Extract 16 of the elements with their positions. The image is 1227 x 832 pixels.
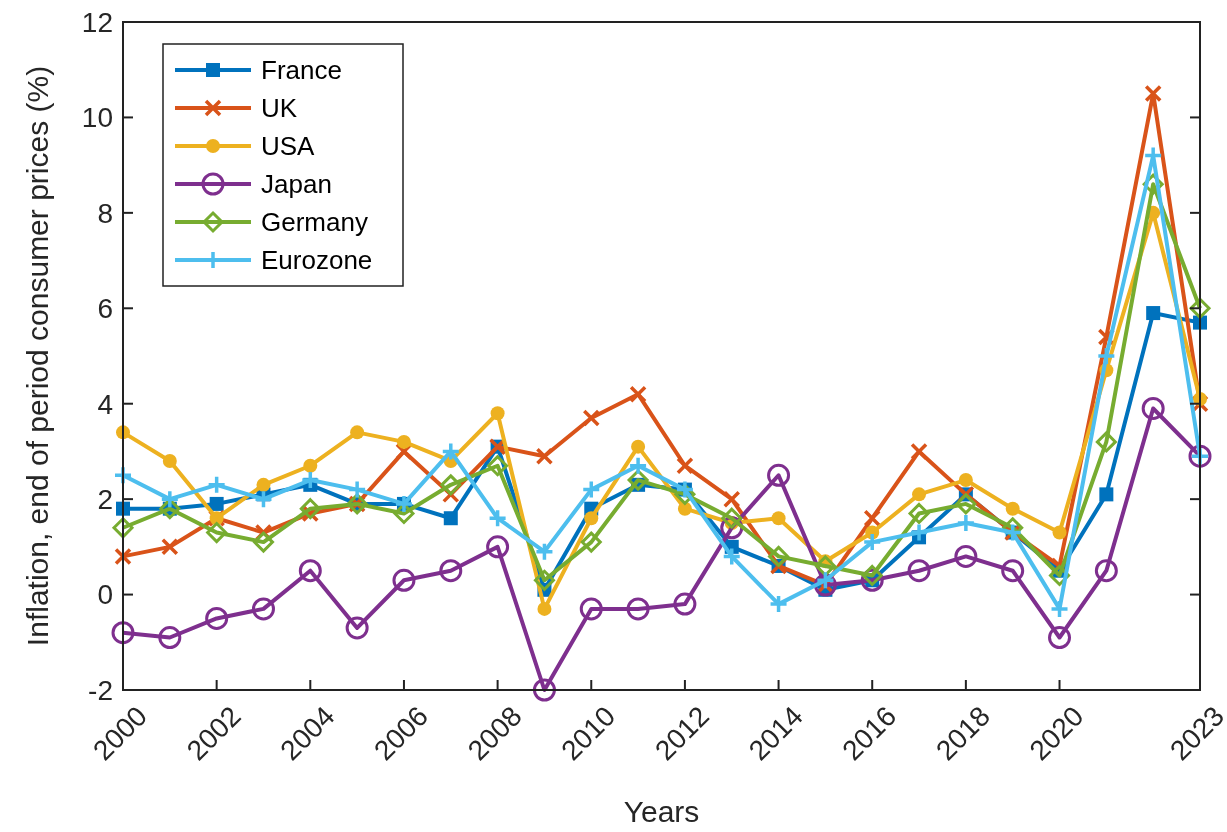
legend-label: USA xyxy=(261,131,316,162)
y-tick-label: 2 xyxy=(97,483,113,515)
y-tick-label: -2 xyxy=(88,674,113,706)
legend-label: Germany xyxy=(261,207,368,238)
y-tick-label: 6 xyxy=(97,293,113,325)
y-tick-label: 4 xyxy=(97,388,113,420)
y-tick-label: 8 xyxy=(97,197,113,229)
legend-label: France xyxy=(261,55,342,86)
legend-label: UK xyxy=(261,93,298,124)
legend-label: Japan xyxy=(261,169,332,200)
y-tick-label: 0 xyxy=(97,579,113,611)
legend-label: Eurozone xyxy=(261,245,373,276)
y-tick-label: 12 xyxy=(81,6,113,38)
y-tick-label: 10 xyxy=(81,102,113,134)
x-axis-title: Years xyxy=(623,795,700,828)
y-axis-title: Inflation, end of period consumer prices (%) xyxy=(21,65,54,647)
